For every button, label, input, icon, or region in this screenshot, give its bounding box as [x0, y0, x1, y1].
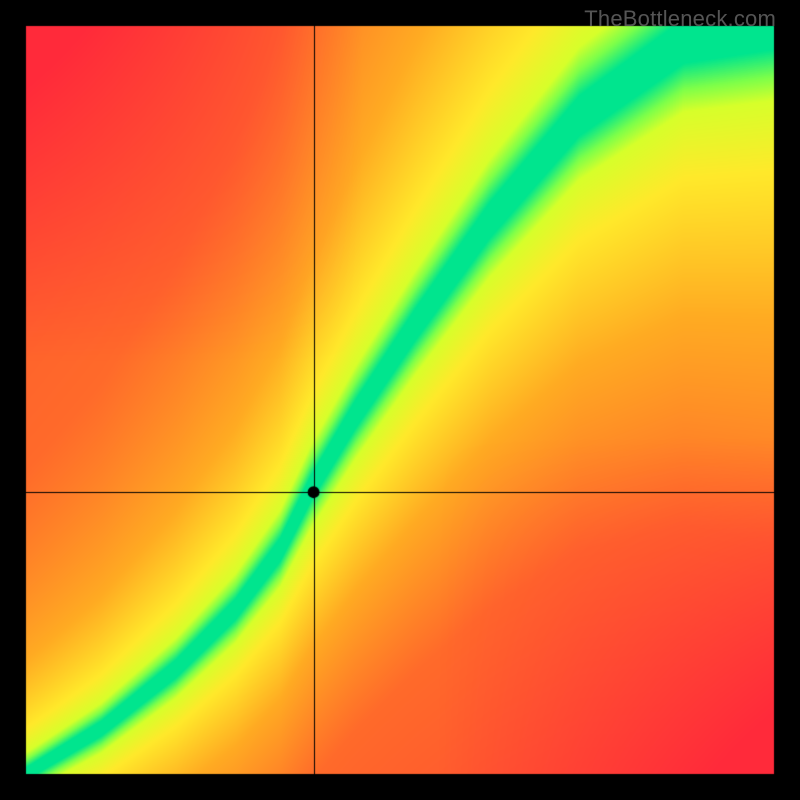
chart-container: TheBottleneck.com — [0, 0, 800, 800]
bottleneck-heatmap — [0, 0, 800, 800]
watermark-text: TheBottleneck.com — [584, 6, 776, 32]
